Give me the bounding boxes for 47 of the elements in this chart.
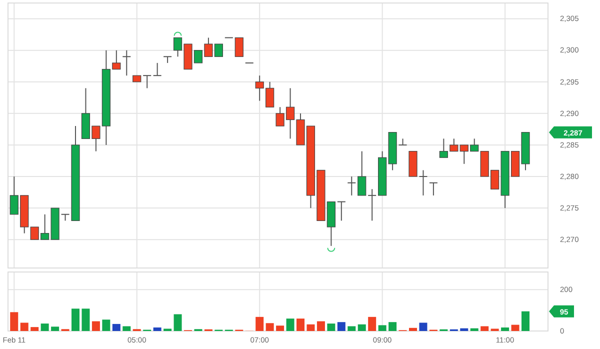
bar	[388, 322, 397, 331]
candlestick	[234, 37, 244, 57]
bar	[460, 328, 468, 331]
bar	[51, 326, 60, 331]
candlestick	[398, 138, 408, 146]
candlestick	[163, 56, 172, 64]
bar	[470, 328, 478, 331]
bar	[327, 324, 336, 331]
candlestick	[336, 201, 346, 222]
bar	[122, 326, 131, 331]
candlestick	[142, 75, 152, 89]
bar	[256, 316, 264, 331]
bar	[306, 324, 315, 331]
bar	[82, 308, 90, 331]
bar	[112, 324, 120, 331]
bar	[419, 322, 428, 331]
bar	[153, 327, 162, 331]
bar	[511, 324, 520, 331]
candlestick	[347, 176, 356, 196]
candlestick	[368, 188, 377, 222]
bar	[348, 326, 356, 331]
bar	[40, 324, 49, 331]
bar	[10, 312, 18, 331]
candlestick	[358, 150, 366, 196]
candlestick	[418, 170, 428, 196]
bar	[102, 320, 110, 331]
bar	[296, 318, 304, 331]
bar	[276, 326, 284, 331]
bar	[72, 308, 80, 331]
bar	[174, 314, 182, 331]
bar	[266, 323, 274, 331]
bar	[337, 322, 346, 331]
bar	[409, 328, 417, 331]
bar	[316, 321, 325, 331]
bar	[30, 327, 39, 331]
bar	[286, 318, 294, 331]
bar	[522, 311, 530, 331]
candlestick	[152, 62, 162, 76]
bar	[501, 327, 510, 331]
candlestick	[428, 182, 438, 196]
bar	[480, 326, 489, 331]
bar	[358, 324, 366, 331]
candlestick	[122, 50, 132, 76]
bar	[378, 325, 386, 331]
bar	[368, 316, 376, 331]
bar	[92, 321, 100, 331]
bar	[20, 322, 28, 331]
